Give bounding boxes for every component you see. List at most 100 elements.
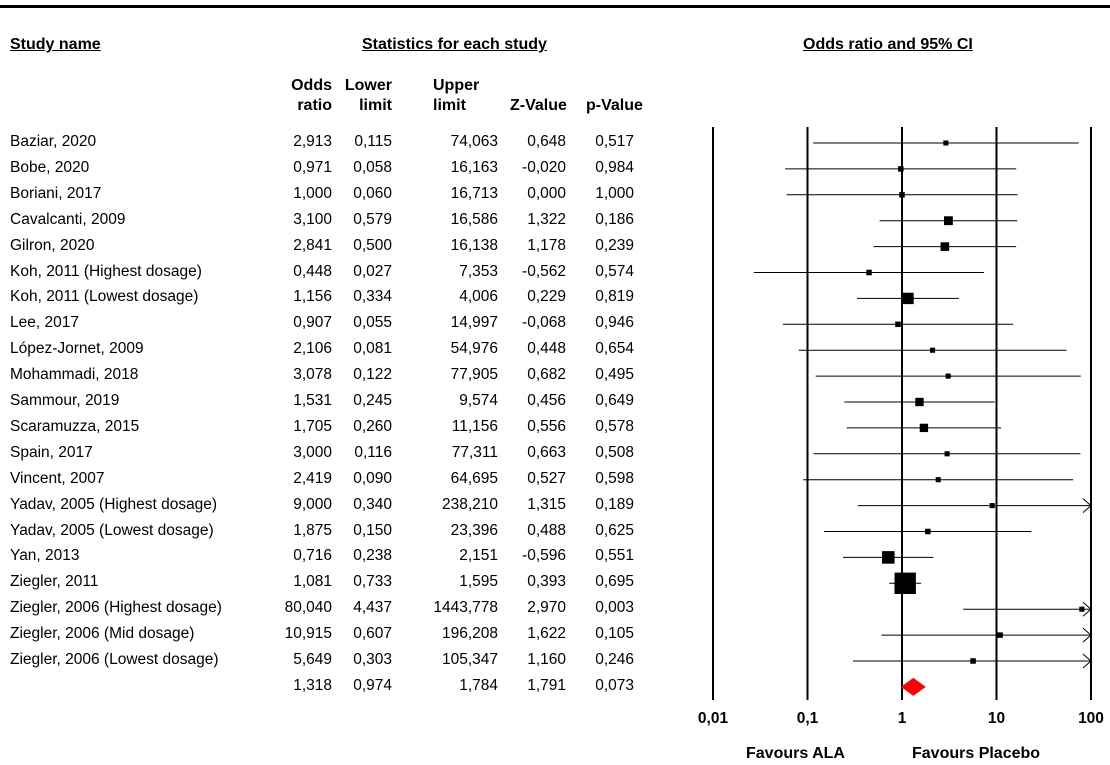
x-tick-label: 0,1 — [796, 710, 819, 727]
stat-cell-or: 0,971 — [293, 158, 332, 176]
point-estimate — [915, 397, 924, 407]
col-header-p-value: p-Value — [586, 97, 643, 114]
stat-cell-z: 1,315 — [527, 495, 566, 513]
stat-cell-p: 0,649 — [595, 392, 634, 409]
point-estimate — [866, 269, 872, 276]
stat-cell-z: 0,448 — [527, 340, 566, 358]
stat-cell-lower: 0,090 — [353, 469, 392, 487]
study-name-cell: Ziegler, 2006 (Lowest dosage) — [10, 651, 219, 668]
stat-cell-p: 0,946 — [595, 314, 634, 332]
stat-cell-z: 0,393 — [527, 573, 566, 591]
stat-cell-p: 0,551 — [595, 547, 634, 565]
stat-cell-p: 0,508 — [595, 443, 634, 461]
stat-cell-lower: 0,081 — [353, 340, 392, 358]
study-name-cell: Ziegler, 2006 (Highest dosage) — [10, 599, 222, 617]
stat-cell-upper: 77,311 — [451, 443, 498, 461]
stat-cell-z: 0,556 — [527, 417, 566, 435]
study-name-cell: Cavalcanti, 2009 — [10, 210, 126, 228]
stat-cell-z: -0,020 — [522, 158, 566, 176]
stat-cell-p: 1,000 — [595, 184, 634, 202]
summary-cell-or: 1,318 — [293, 676, 332, 694]
stat-cell-lower: 0,150 — [353, 521, 392, 539]
stat-cell-p: 0,625 — [595, 521, 634, 539]
stat-cell-or: 2,913 — [293, 133, 332, 150]
point-estimate — [997, 632, 1003, 638]
stat-cell-or: 2,106 — [293, 340, 332, 358]
summary-cell-z: 1,791 — [527, 676, 566, 694]
stat-cell-upper: 16,138 — [450, 236, 498, 254]
stat-cell-upper: 105,347 — [441, 651, 498, 668]
stat-cell-lower: 4,437 — [353, 599, 392, 617]
stat-cell-or: 80,040 — [284, 599, 332, 617]
point-estimate — [895, 321, 901, 328]
ci-arrow — [1082, 601, 1092, 617]
stat-cell-z: 0,663 — [527, 443, 566, 461]
stat-cell-lower: 0,334 — [353, 288, 392, 306]
stat-cell-p: 0,984 — [595, 158, 634, 176]
top-rule — [0, 5, 1110, 8]
study-name-cell: Yadav, 2005 (Highest dosage) — [10, 495, 218, 513]
stat-cell-or: 1,705 — [293, 417, 332, 435]
stat-cell-or: 3,000 — [293, 443, 332, 461]
point-estimate — [943, 140, 949, 146]
stat-cell-z: 1,322 — [527, 210, 566, 228]
summary-cell-p: 0,073 — [595, 676, 634, 694]
study-name-cell: Koh, 2011 (Highest dosage) — [10, 262, 202, 280]
stat-cell-or: 2,841 — [293, 236, 332, 254]
study-name-cell: López-Jornet, 2009 — [10, 340, 144, 358]
stat-cell-z: 0,229 — [527, 288, 566, 306]
point-estimate — [940, 242, 950, 251]
summary-diamond — [900, 677, 926, 696]
forest-header: Odds ratio and 95% CI — [803, 36, 973, 53]
x-tick-label: 0,01 — [697, 710, 729, 727]
study-name-cell: Baziar, 2020 — [10, 133, 97, 150]
stat-cell-z: 0,682 — [527, 366, 566, 384]
stat-cell-p: 0,246 — [595, 651, 634, 668]
stat-cell-upper: 16,713 — [450, 184, 498, 202]
study-name-cell: Gilron, 2020 — [10, 236, 95, 254]
study-name-cell: Ziegler, 2006 (Mid dosage) — [10, 625, 195, 643]
stat-cell-z: 2,970 — [527, 599, 566, 617]
summary-cell-lower: 0,974 — [353, 676, 392, 694]
stat-cell-or: 0,907 — [293, 314, 332, 332]
stat-cell-or: 1,081 — [293, 573, 332, 591]
stat-cell-lower: 0,238 — [353, 547, 392, 565]
x-tick-label: 1 — [897, 710, 907, 727]
stat-cell-z: 1,160 — [527, 651, 566, 668]
stat-cell-upper: 23,396 — [450, 521, 498, 539]
stat-cell-upper: 14,997 — [450, 314, 498, 332]
point-estimate — [945, 373, 951, 379]
stat-cell-p: 0,598 — [595, 469, 634, 487]
stat-cell-or: 0,716 — [293, 547, 332, 565]
point-estimate — [898, 166, 904, 172]
stat-cell-z: -0,562 — [522, 262, 566, 280]
stat-cell-z: 0,648 — [527, 133, 566, 150]
summary-cell-upper: 1,784 — [459, 676, 498, 694]
stat-cell-lower: 0,303 — [353, 651, 392, 668]
study-name-cell: Lee, 2017 — [10, 314, 79, 332]
stat-cell-or: 1,531 — [293, 392, 332, 409]
ci-arrow — [1082, 627, 1092, 643]
study-name-cell: Ziegler, 2011 — [10, 573, 99, 591]
col-header-z-value: Z-Value — [510, 97, 567, 114]
study-name-cell: Mohammadi, 2018 — [10, 366, 139, 384]
stat-cell-upper: 2,151 — [459, 547, 498, 565]
study-name-cell: Koh, 2011 (Lowest dosage) — [10, 288, 199, 306]
statistics-header: Statistics for each study — [362, 36, 547, 53]
point-estimate — [944, 451, 950, 457]
stat-cell-upper: 9,574 — [459, 392, 498, 409]
col-header-odds-ratio: Odds ratio — [291, 77, 332, 114]
stat-cell-upper: 74,063 — [450, 133, 498, 150]
stat-cell-p: 0,105 — [595, 625, 634, 643]
point-estimate — [989, 503, 995, 509]
stat-cell-p: 0,239 — [595, 236, 634, 254]
point-estimate — [919, 423, 929, 433]
stat-cell-or: 1,156 — [293, 288, 332, 306]
stat-cell-lower: 0,607 — [353, 625, 392, 643]
point-estimate — [935, 477, 941, 483]
stat-cell-p: 0,517 — [595, 133, 634, 150]
favours-left-label: Favours ALA — [746, 745, 845, 762]
stat-cell-z: 0,456 — [527, 392, 566, 409]
stat-cell-upper: 11,156 — [451, 417, 498, 435]
